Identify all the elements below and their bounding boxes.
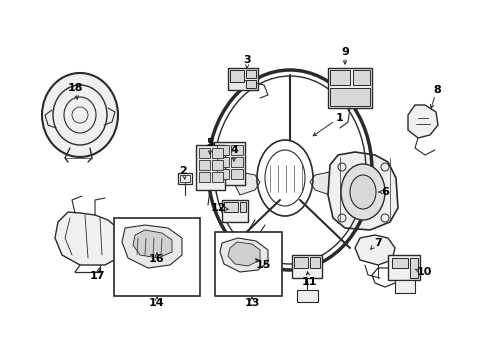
- Polygon shape: [407, 105, 437, 138]
- Text: 14: 14: [149, 298, 164, 308]
- Bar: [199, 160, 209, 170]
- Polygon shape: [133, 230, 172, 258]
- Text: 15: 15: [255, 260, 270, 270]
- Text: 9: 9: [340, 47, 348, 57]
- Text: 13: 13: [244, 298, 259, 308]
- Polygon shape: [122, 225, 182, 268]
- Bar: [214, 142, 244, 185]
- Bar: [178, 173, 192, 184]
- Bar: [394, 280, 414, 293]
- Bar: [296, 290, 317, 302]
- Bar: [212, 160, 223, 170]
- Bar: [215, 232, 282, 296]
- Bar: [229, 70, 244, 82]
- Bar: [217, 169, 228, 179]
- Bar: [245, 80, 256, 88]
- Bar: [230, 169, 243, 179]
- Bar: [224, 202, 238, 212]
- Bar: [391, 258, 407, 268]
- Text: 12: 12: [210, 203, 225, 213]
- Text: 3: 3: [243, 55, 250, 65]
- Bar: [387, 255, 419, 280]
- Bar: [329, 70, 349, 85]
- Bar: [352, 70, 369, 85]
- Text: 5: 5: [206, 138, 213, 148]
- Bar: [327, 68, 371, 108]
- Bar: [293, 257, 307, 268]
- Bar: [245, 70, 256, 78]
- Polygon shape: [235, 172, 260, 195]
- Text: 16: 16: [149, 254, 164, 264]
- Text: 10: 10: [415, 267, 431, 277]
- Bar: [217, 145, 228, 155]
- Bar: [199, 172, 209, 182]
- Ellipse shape: [349, 175, 375, 209]
- Bar: [329, 88, 369, 106]
- Bar: [180, 175, 190, 182]
- Bar: [230, 157, 243, 167]
- Text: 17: 17: [89, 271, 104, 281]
- Text: 7: 7: [373, 238, 381, 248]
- Polygon shape: [309, 172, 334, 195]
- Polygon shape: [354, 235, 394, 265]
- Ellipse shape: [340, 164, 384, 220]
- Bar: [217, 157, 228, 167]
- Bar: [291, 255, 321, 278]
- Bar: [227, 68, 258, 90]
- Polygon shape: [327, 152, 397, 230]
- Text: 11: 11: [301, 277, 316, 287]
- Text: 6: 6: [380, 187, 388, 197]
- Ellipse shape: [42, 73, 118, 157]
- Bar: [230, 145, 243, 155]
- Polygon shape: [227, 242, 260, 266]
- Bar: [196, 145, 224, 190]
- Text: 18: 18: [67, 83, 82, 93]
- Text: 1: 1: [335, 113, 343, 123]
- Bar: [240, 202, 245, 212]
- Bar: [222, 200, 247, 222]
- Bar: [212, 148, 223, 158]
- Polygon shape: [220, 238, 267, 272]
- Bar: [409, 258, 417, 278]
- Polygon shape: [55, 212, 125, 265]
- Bar: [309, 257, 319, 268]
- Bar: [199, 148, 209, 158]
- Bar: [114, 218, 200, 296]
- Bar: [212, 172, 223, 182]
- Text: 2: 2: [179, 166, 186, 176]
- Text: 4: 4: [229, 145, 238, 155]
- Text: 8: 8: [432, 85, 440, 95]
